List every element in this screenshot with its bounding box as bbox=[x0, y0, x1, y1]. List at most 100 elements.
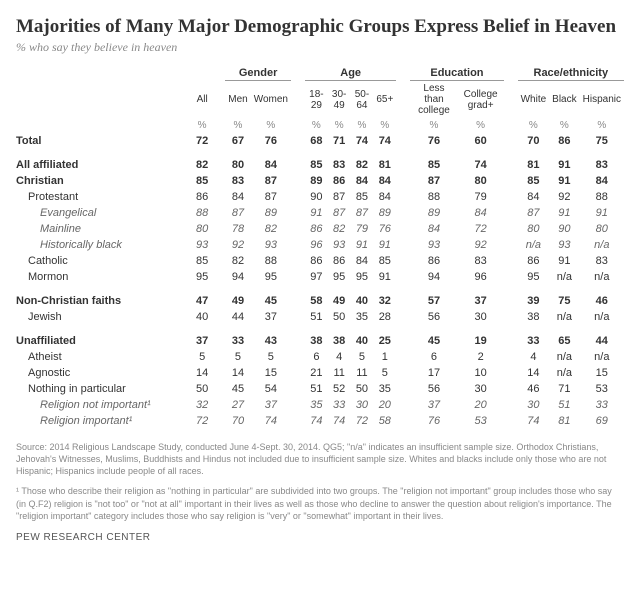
cell: 93 bbox=[251, 237, 291, 253]
col-all: All bbox=[193, 81, 211, 119]
cell: 90 bbox=[549, 221, 579, 237]
table-row: Mormon95949597959591949695n/an/a bbox=[16, 269, 624, 285]
cell: 94 bbox=[225, 269, 250, 285]
cell: 79 bbox=[351, 221, 374, 237]
cell: 95 bbox=[351, 269, 374, 285]
cell: 40 bbox=[351, 285, 374, 309]
cell: 96 bbox=[305, 237, 328, 253]
row-label: Non-Christian faiths bbox=[16, 285, 193, 309]
cell: 83 bbox=[225, 173, 250, 189]
cell: 37 bbox=[251, 397, 291, 413]
cell: 6 bbox=[410, 349, 457, 365]
cell: 74 bbox=[458, 149, 504, 173]
table-row: Total726776687174747660708675 bbox=[16, 133, 624, 149]
cell: 1 bbox=[373, 349, 396, 365]
cell: n/a bbox=[549, 309, 579, 325]
cell: 4 bbox=[518, 349, 550, 365]
cell: 37 bbox=[251, 309, 291, 325]
cell: 74 bbox=[251, 413, 291, 429]
cell: 30 bbox=[458, 309, 504, 325]
cell: 91 bbox=[305, 205, 328, 221]
cell: 84 bbox=[251, 149, 291, 173]
col-white: White bbox=[518, 81, 550, 119]
cell: 84 bbox=[373, 189, 396, 205]
cell: 87 bbox=[225, 205, 250, 221]
cell: 46 bbox=[518, 381, 550, 397]
cell: 19 bbox=[458, 325, 504, 349]
cell: 37 bbox=[193, 325, 211, 349]
cell: 92 bbox=[549, 189, 579, 205]
row-label: Nothing in particular bbox=[16, 381, 193, 397]
cell: 84 bbox=[580, 173, 624, 189]
cell: 58 bbox=[305, 285, 328, 309]
cell: 35 bbox=[305, 397, 328, 413]
cell: 87 bbox=[328, 189, 351, 205]
cell: 5 bbox=[225, 349, 250, 365]
cell: 92 bbox=[225, 237, 250, 253]
row-label: All affiliated bbox=[16, 149, 193, 173]
cell: 86 bbox=[305, 221, 328, 237]
cell: 72 bbox=[193, 133, 211, 149]
cell: n/a bbox=[580, 237, 624, 253]
pct-row: % % % % % % % % % % % % bbox=[16, 118, 624, 133]
cell: 85 bbox=[305, 149, 328, 173]
group-gender: Gender bbox=[225, 65, 291, 81]
cell: 43 bbox=[251, 325, 291, 349]
cell: 50 bbox=[193, 381, 211, 397]
cell: 20 bbox=[373, 397, 396, 413]
cell: 93 bbox=[193, 237, 211, 253]
group-race: Race/ethnicity bbox=[518, 65, 624, 81]
cell: 74 bbox=[351, 133, 374, 149]
cell: 79 bbox=[458, 189, 504, 205]
cell: 91 bbox=[373, 269, 396, 285]
cell: 90 bbox=[305, 189, 328, 205]
table-row: Mainline807882868279768472809080 bbox=[16, 221, 624, 237]
row-label: Mainline bbox=[16, 221, 193, 237]
cell: 33 bbox=[518, 325, 550, 349]
cell: 82 bbox=[193, 149, 211, 173]
cell: 51 bbox=[305, 309, 328, 325]
cell: 78 bbox=[225, 221, 250, 237]
cell: 14 bbox=[193, 365, 211, 381]
cell: 74 bbox=[328, 413, 351, 429]
cell: 92 bbox=[458, 237, 504, 253]
table-row: Christian858387898684848780859184 bbox=[16, 173, 624, 189]
cell: 58 bbox=[373, 413, 396, 429]
col-men: Men bbox=[225, 81, 250, 119]
cell: n/a bbox=[549, 269, 579, 285]
cell: 93 bbox=[410, 237, 457, 253]
cell: 85 bbox=[518, 173, 550, 189]
cell: 91 bbox=[580, 205, 624, 221]
table-row: Religion not important¹32273735333020372… bbox=[16, 397, 624, 413]
cell: 53 bbox=[458, 413, 504, 429]
group-education: Education bbox=[410, 65, 503, 81]
cell: 95 bbox=[251, 269, 291, 285]
cell: 15 bbox=[251, 365, 291, 381]
row-label: Religion important¹ bbox=[16, 413, 193, 429]
row-label: Religion not important¹ bbox=[16, 397, 193, 413]
cell: 85 bbox=[410, 149, 457, 173]
cell: 54 bbox=[251, 381, 291, 397]
table-row: Agnostic1414152111115171014n/a15 bbox=[16, 365, 624, 381]
cell: 83 bbox=[328, 149, 351, 173]
cell: 80 bbox=[193, 221, 211, 237]
cell: 84 bbox=[518, 189, 550, 205]
cell: 80 bbox=[225, 149, 250, 173]
row-label: Atheist bbox=[16, 349, 193, 365]
cell: 72 bbox=[458, 221, 504, 237]
table-row: Religion important¹727074747472587653748… bbox=[16, 413, 624, 429]
cell: 14 bbox=[518, 365, 550, 381]
cell: 88 bbox=[193, 205, 211, 221]
cell: 87 bbox=[518, 205, 550, 221]
cell: 56 bbox=[410, 381, 457, 397]
cell: 91 bbox=[549, 173, 579, 189]
cell: 81 bbox=[373, 149, 396, 173]
cell: 45 bbox=[225, 381, 250, 397]
cell: 97 bbox=[305, 269, 328, 285]
cell: 44 bbox=[225, 309, 250, 325]
cell: 47 bbox=[193, 285, 211, 309]
cell: 46 bbox=[580, 285, 624, 309]
col-50-64: 50-64 bbox=[351, 81, 374, 119]
table-row: Non-Christian faiths47494558494032573739… bbox=[16, 285, 624, 309]
cell: 84 bbox=[351, 253, 374, 269]
